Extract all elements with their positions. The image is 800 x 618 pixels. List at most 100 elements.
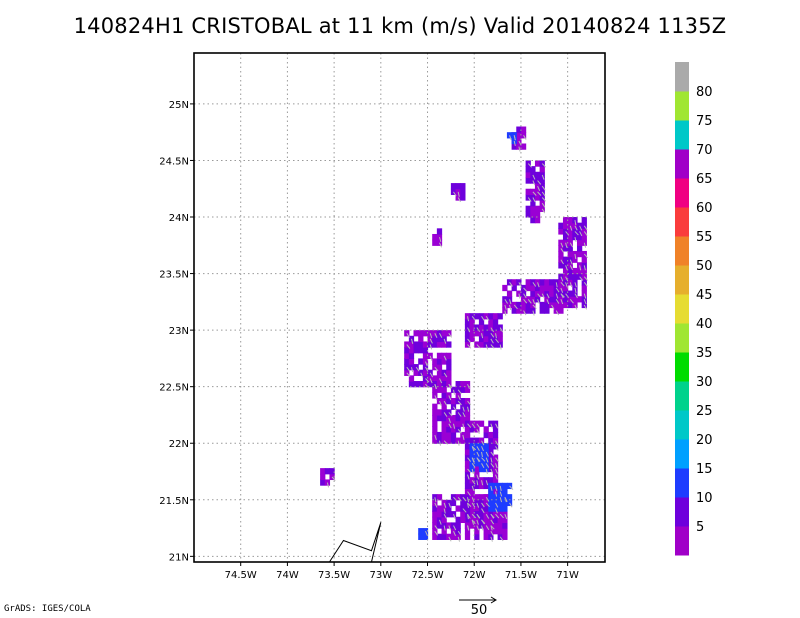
wind-vector (555, 287, 560, 293)
wind-vector (453, 514, 456, 520)
wind-cell (436, 533, 443, 540)
wind-cell (441, 426, 447, 433)
y-tick-label: 22N (169, 439, 189, 450)
wind-vector (583, 253, 589, 259)
wind-cell (474, 528, 480, 535)
wind-cell (492, 431, 499, 439)
wind-cell (408, 375, 415, 382)
wind-vector (574, 220, 577, 226)
wind-vector (513, 304, 518, 310)
wind-vector (541, 197, 546, 202)
wind-cell (436, 364, 443, 371)
wind-vector (485, 451, 489, 457)
colorbar-swatch (675, 265, 689, 295)
wind-cell (553, 301, 559, 309)
wind-vector (439, 378, 443, 384)
wind-cell (516, 132, 522, 139)
colorbar-swatch (675, 120, 689, 150)
wind-cell (492, 318, 499, 326)
wind-cell (562, 233, 569, 241)
wind-arrows (326, 135, 589, 542)
wind-vector (467, 474, 470, 480)
wind-cell (413, 369, 419, 376)
colorbar-label: 60 (696, 201, 713, 216)
wind-cell (488, 313, 494, 320)
wind-cell (436, 505, 443, 512)
wind-vector (443, 440, 448, 445)
wind-cell (562, 239, 569, 246)
colorbar-label: 30 (696, 375, 713, 390)
wind-cell (469, 505, 475, 512)
wind-vector (457, 530, 462, 536)
wind-cell (464, 426, 471, 433)
wind-cell (455, 426, 461, 433)
wind-cell (488, 443, 494, 450)
wind-cell (581, 217, 587, 224)
wind-cell (474, 533, 480, 540)
colorbar-swatch (675, 439, 689, 469)
wind-cell (534, 279, 541, 286)
wind-cell (441, 358, 447, 365)
wind-cell (455, 494, 461, 501)
wind-vector (481, 502, 485, 508)
wind-cell (324, 468, 331, 475)
wind-cell (469, 335, 475, 343)
wind-cell (506, 296, 513, 303)
colorbar-label: 20 (696, 433, 713, 448)
wind-cell (320, 479, 326, 486)
colorbar-swatch (675, 381, 689, 411)
wind-vector (476, 446, 480, 451)
wind-cell (534, 177, 541, 184)
wind-cell (567, 217, 573, 224)
wind-vector (551, 304, 555, 310)
wind-vector (462, 496, 467, 502)
wind-vector (448, 525, 451, 531)
wind-cell (576, 296, 583, 303)
wind-vector (560, 299, 564, 305)
wind-cell (413, 330, 419, 337)
wind-vector (485, 525, 490, 531)
wind-cell (413, 381, 419, 388)
wind-cell (502, 505, 508, 512)
wind-vector (565, 282, 568, 288)
wind-cell (506, 290, 513, 297)
wind-cell (534, 217, 541, 224)
wind-cell (432, 239, 438, 246)
wind-vector (476, 513, 481, 519)
wind-cell (567, 273, 573, 280)
wind-vector (453, 406, 457, 412)
wind-vector (490, 451, 495, 457)
wind-vector (443, 502, 447, 508)
colorbar-label: 10 (696, 491, 713, 506)
wind-cell (413, 341, 419, 348)
wind-vector (490, 525, 495, 530)
wind-vector (495, 474, 498, 480)
wind-cell (450, 183, 457, 190)
wind-cell (460, 386, 466, 393)
wind-vector (541, 191, 546, 197)
wind-cell (450, 499, 457, 507)
wind-cell (478, 482, 485, 490)
y-axis-ticks: 21N 21.5N 22N 22.5N 23N 23.5N 24N 24.5N 25N (159, 100, 194, 563)
wind-vector (471, 513, 476, 519)
wind-vector (565, 276, 569, 282)
wind-vector (495, 457, 499, 462)
wind-cell (422, 341, 429, 348)
wind-cell (441, 375, 447, 382)
wind-cell (474, 505, 480, 512)
wind-cell (558, 250, 564, 258)
wind-cell (511, 307, 517, 314)
colorbar-label: 80 (696, 85, 713, 100)
wind-vector (541, 174, 545, 180)
wind-cell (530, 217, 536, 224)
colorbar-swatch (675, 236, 689, 266)
wind-cell (464, 437, 471, 444)
wind-cell (483, 528, 489, 535)
wind-cell (446, 505, 452, 512)
wind-cell (558, 228, 564, 235)
wind-cell (455, 194, 461, 201)
wind-cell (492, 522, 499, 529)
wind-vector (476, 519, 479, 525)
wind-cell (483, 482, 489, 490)
wind-cell (497, 528, 503, 535)
